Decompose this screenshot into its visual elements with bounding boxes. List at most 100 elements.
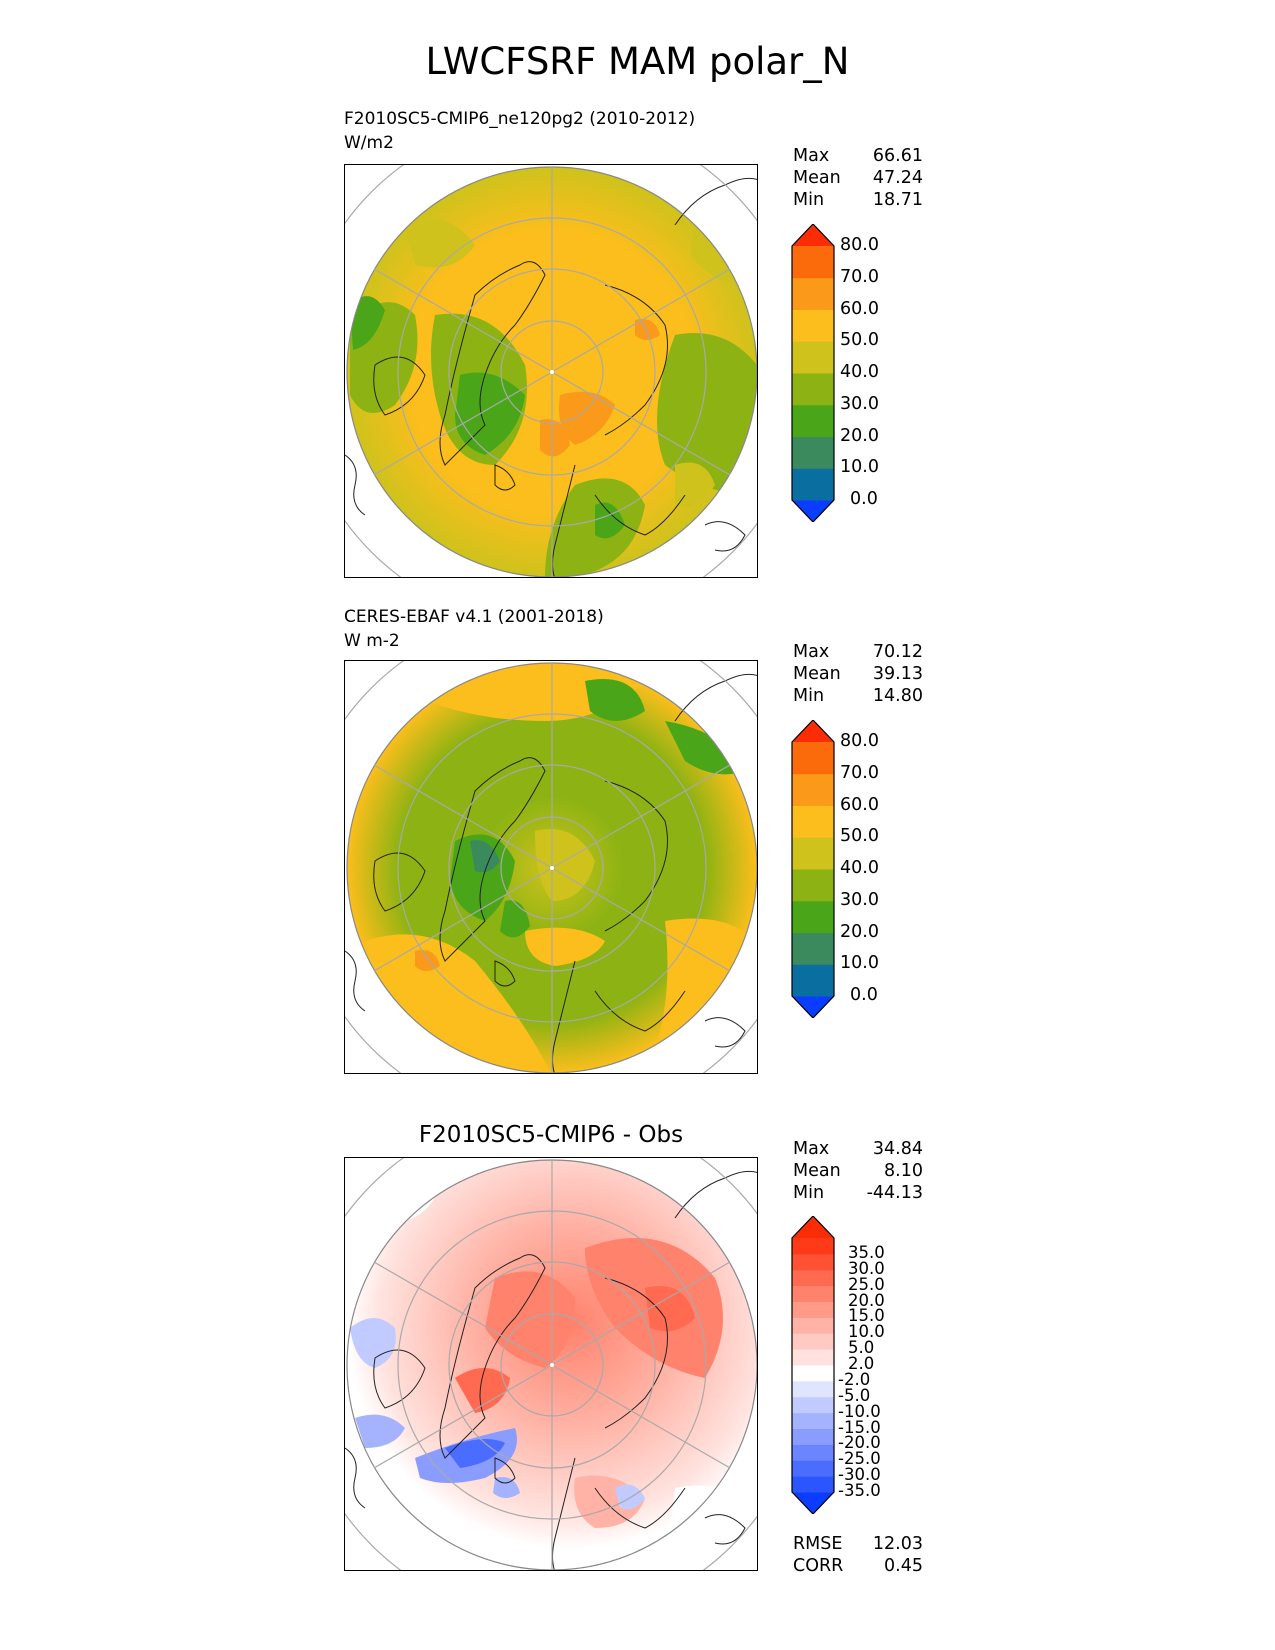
colorbar-segment — [792, 404, 834, 437]
colorbar-tick-label: 60.0 — [840, 298, 879, 319]
ref-colorbar — [791, 720, 835, 1018]
colorbar-segment — [792, 1460, 834, 1477]
max-value: 34.84 — [872, 1139, 923, 1159]
colorbar-tick-label: -10.0 — [838, 1401, 881, 1421]
colorbar-segment — [792, 341, 834, 374]
colorbar-outline — [791, 1216, 835, 1514]
test-polar-map — [344, 164, 758, 578]
mean-value: 39.13 — [872, 664, 923, 684]
corr-value: 0.45 — [884, 1556, 923, 1576]
min-value: 18.71 — [872, 190, 923, 210]
test-units-label: W/m2 — [344, 133, 394, 153]
colorbar-tick-label: 20.0 — [848, 1290, 885, 1310]
colorbar-segment — [792, 900, 834, 933]
colorbar-tick-label: 10.0 — [848, 1322, 885, 1342]
colorbar-tick-label: -25.0 — [838, 1449, 881, 1469]
colorbar-tick-label: 40.0 — [840, 858, 879, 878]
colorbar-tick-label: -15.0 — [838, 1417, 881, 1437]
colorbar-segment — [792, 1365, 834, 1382]
colorbar-outline — [791, 720, 835, 1018]
min-label: Min — [793, 686, 825, 706]
colorbar-segment — [792, 805, 834, 838]
colorbar-segment — [792, 1476, 834, 1493]
colorbar-tick-label: 2.0 — [848, 1354, 875, 1373]
colorbar-segment — [792, 1238, 834, 1255]
colorbar-extend-low — [792, 996, 834, 1018]
colorbar-tick-label: -30.0 — [838, 1465, 881, 1485]
mean-value: 8.10 — [884, 1161, 923, 1181]
ref-polar-map — [344, 660, 758, 1074]
colorbar-segment — [792, 1349, 834, 1366]
colorbar-tick-label: 30.0 — [840, 889, 879, 910]
colorbar-tick-label: 60.0 — [840, 794, 879, 815]
colorbar-tick-label: 30.0 — [840, 393, 879, 414]
ref-units-label: W m-2 — [344, 631, 400, 651]
colorbar-tick-label: -20.0 — [838, 1433, 881, 1453]
colorbar-segment — [792, 964, 834, 997]
colorbar-segment — [792, 1269, 834, 1287]
min-value: -44.13 — [866, 1183, 923, 1203]
test-case-label: F2010SC5-CMIP6_ne120pg2 (2010-2012) — [344, 109, 696, 129]
colorbar-tick-label: 25.0 — [848, 1274, 885, 1294]
max-value: 66.61 — [872, 146, 923, 166]
colorbar-segment — [792, 1428, 834, 1445]
colorbar-segment — [792, 1444, 834, 1461]
colorbar-extend-high — [792, 1216, 834, 1238]
colorbar-segment — [792, 1333, 834, 1350]
colorbar-tick-label: 15.0 — [848, 1306, 885, 1326]
mean-label: Mean — [793, 1161, 841, 1181]
ref-stats: Max 70.12 Mean 39.13 Min 14.80 — [793, 641, 923, 707]
colorbar-outline — [791, 224, 835, 522]
colorbar-tick-label: 70.0 — [840, 762, 879, 783]
diff-map-canvas — [345, 1158, 757, 1570]
colorbar-tick-label: -2.0 — [838, 1369, 871, 1389]
colorbar-tick-label: 20.0 — [840, 921, 879, 942]
colorbar-extend-low — [792, 1492, 834, 1514]
colorbar-segment — [792, 773, 834, 806]
colorbar-tick-label: 35.0 — [848, 1242, 885, 1262]
colorbar-segment — [792, 742, 834, 775]
colorbar-tick-label: 0.0 — [850, 489, 878, 509]
colorbar-tick-label: 80.0 — [840, 731, 879, 751]
colorbar-tick-label: 30.0 — [848, 1258, 885, 1278]
colorbar-segment — [792, 1380, 834, 1398]
test-colorbar — [791, 224, 835, 522]
test-stats: Max 66.61 Mean 47.24 Min 18.71 — [793, 145, 923, 211]
min-label: Min — [793, 190, 825, 210]
colorbar-tick-label: 10.0 — [840, 457, 879, 478]
colorbar-tick-label: -5.0 — [838, 1385, 871, 1405]
colorbar-segment — [792, 1285, 834, 1302]
diff-polar-map — [344, 1157, 758, 1571]
rmse-value: 12.03 — [872, 1534, 923, 1554]
max-label: Max — [793, 146, 830, 166]
colorbar-tick-label: 80.0 — [840, 235, 879, 255]
colorbar-segment — [792, 1253, 834, 1271]
ref-case-label: CERES-EBAF v4.1 (2001-2018) — [344, 607, 604, 627]
test-map-canvas — [345, 165, 757, 577]
colorbar-segment — [792, 1301, 834, 1318]
colorbar-tick-label: 5.0 — [848, 1338, 875, 1358]
colorbar-segment — [792, 436, 834, 469]
colorbar-segment — [792, 837, 834, 870]
diff-colorbar — [791, 1216, 835, 1514]
colorbar-segment — [792, 869, 834, 902]
colorbar-tick-label: 20.0 — [840, 425, 879, 446]
colorbar-tick-label: 50.0 — [840, 826, 879, 847]
max-label: Max — [793, 1139, 830, 1159]
colorbar-segment — [792, 309, 834, 342]
min-label: Min — [793, 1183, 825, 1203]
colorbar-segment — [792, 373, 834, 406]
rmse-label: RMSE — [793, 1534, 843, 1554]
min-value: 14.80 — [872, 686, 923, 706]
colorbar-tick-label: -35.0 — [838, 1481, 881, 1500]
diff-title: F2010SC5-CMIP6 - Obs — [418, 1122, 684, 1148]
max-label: Max — [793, 642, 830, 662]
colorbar-segment — [792, 468, 834, 501]
colorbar-extend-low — [792, 500, 834, 522]
max-value: 70.12 — [872, 642, 923, 662]
mean-label: Mean — [793, 168, 841, 188]
colorbar-extend-high — [792, 720, 834, 742]
corr-label: CORR — [793, 1556, 844, 1576]
colorbar-tick-label: 40.0 — [840, 362, 879, 382]
colorbar-tick-label: 0.0 — [850, 985, 878, 1005]
